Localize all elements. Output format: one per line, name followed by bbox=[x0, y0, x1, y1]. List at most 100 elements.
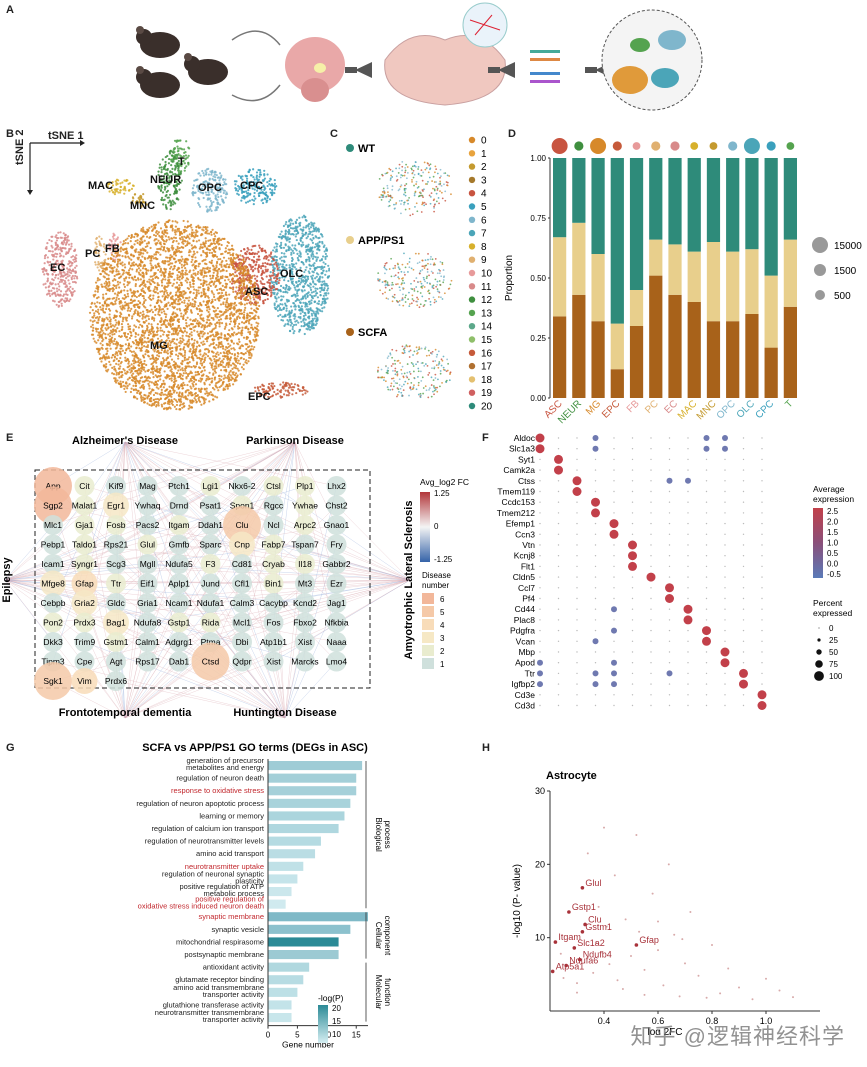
gene-node bbox=[43, 534, 63, 555]
dotplot-dot bbox=[554, 465, 563, 475]
gene-label: Rps21 bbox=[104, 540, 129, 550]
percent-legend-label-0: 0 bbox=[829, 624, 834, 633]
proportion-ytick-1: 0.25 bbox=[530, 334, 546, 343]
volcano-bg-point bbox=[651, 892, 654, 895]
gene-node bbox=[106, 593, 126, 613]
dotplot-dot bbox=[720, 658, 730, 668]
gene-node bbox=[43, 554, 63, 574]
cluster-legend-label-4: 4 bbox=[481, 189, 487, 200]
gene-label: Ptma bbox=[201, 637, 221, 647]
disease-legend-swatch-4 bbox=[422, 619, 434, 630]
gene-label: Marcks bbox=[291, 657, 318, 667]
proportion-bar-T-WT bbox=[783, 158, 797, 240]
gene-label: Jag1 bbox=[327, 598, 346, 608]
disease-legend-label-6: 6 bbox=[440, 595, 445, 604]
gene-label: Kif9 bbox=[109, 481, 124, 491]
gene-label: Mag bbox=[139, 481, 156, 491]
proportion-ytick-0: 0.00 bbox=[530, 394, 546, 403]
gene-node bbox=[74, 651, 95, 672]
cluster-legend-dot-0 bbox=[468, 136, 476, 144]
proportion-bar-MAC-SCFA bbox=[687, 302, 701, 398]
expression-tick-6: -0.5 bbox=[827, 570, 841, 579]
size-legend-label-2: 500 bbox=[834, 291, 851, 302]
dotplot-dot bbox=[757, 701, 767, 710]
gene-node bbox=[326, 593, 347, 613]
gene-label: Cpe bbox=[77, 657, 93, 667]
go-bar bbox=[268, 761, 363, 771]
gene-label: Fbxo2 bbox=[293, 618, 317, 628]
proportion-bar-OLC-APP-PS1 bbox=[745, 249, 759, 314]
gene-node bbox=[74, 515, 95, 535]
group-marker-1 bbox=[346, 236, 354, 244]
go-bar bbox=[268, 786, 357, 796]
disease-als: Amyotrophic Lateral Sclerosis bbox=[403, 501, 415, 660]
go-term-label-2: plasticity bbox=[235, 876, 264, 885]
cluster-legend-label-18: 18 bbox=[481, 375, 493, 386]
brain-slice-illustration bbox=[384, 2, 508, 106]
dotplot-dot bbox=[702, 626, 711, 636]
gene-label: Glul bbox=[140, 540, 155, 550]
go-bar bbox=[268, 798, 351, 808]
expression-legend-bar bbox=[813, 508, 823, 578]
panel-label-d: D bbox=[508, 128, 516, 140]
go-term-label: amino acid transmembrane bbox=[173, 983, 264, 992]
proportion-size-dot-FB bbox=[632, 142, 641, 150]
volcano-ytick-0: 10 bbox=[535, 933, 545, 943]
volcano-bg-point bbox=[678, 995, 681, 998]
gene-node bbox=[106, 554, 126, 574]
gene-node bbox=[295, 515, 315, 535]
gene-label: Ctsl bbox=[266, 481, 281, 491]
dotplot-dot bbox=[537, 681, 543, 688]
gene-label: Gmfb bbox=[169, 540, 190, 550]
volcano-bg-point bbox=[605, 925, 608, 928]
gene-node bbox=[106, 534, 126, 555]
dotplot-dot bbox=[535, 433, 545, 443]
volcano-label-Itgam: Itgam bbox=[558, 932, 581, 942]
go-term-label: regulation of neuron death bbox=[176, 774, 264, 783]
gene-node bbox=[43, 632, 63, 652]
gene-label: Mlc1 bbox=[44, 520, 62, 530]
gene-node bbox=[295, 612, 315, 633]
dotplot-gene-Cd3d: Cd3d bbox=[515, 701, 536, 711]
proportion-size-dot-NEUR bbox=[574, 141, 584, 151]
tsne-label-cpc: CPC bbox=[240, 180, 263, 192]
proportion-xtick-EPC: EPC bbox=[600, 398, 622, 420]
gene-label: Cebpb bbox=[40, 598, 65, 608]
volcano-label-Ndufb4: Ndufb4 bbox=[583, 950, 612, 960]
dotplot-dot bbox=[703, 445, 710, 452]
gene-node bbox=[106, 515, 126, 535]
dotplot-dot bbox=[628, 551, 637, 561]
percent-legend-title: Percent bbox=[813, 598, 843, 608]
gene-node bbox=[232, 612, 252, 633]
gene-node bbox=[137, 651, 158, 672]
go-legend-tick-2: 10 bbox=[332, 1030, 341, 1039]
gene-label: Dkk3 bbox=[43, 637, 63, 647]
gene-node bbox=[295, 554, 315, 574]
gene-node bbox=[43, 515, 63, 535]
dotplot-dot bbox=[611, 681, 617, 688]
volcano-xtick-1: 0.6 bbox=[652, 1016, 665, 1026]
cluster-legend-dot-13 bbox=[468, 309, 476, 317]
expression-tick-2: 1.5 bbox=[827, 528, 839, 537]
dotplot-dot bbox=[611, 627, 617, 634]
gene-node bbox=[34, 486, 72, 525]
cluster-legend-dot-11 bbox=[468, 283, 476, 290]
gene-node bbox=[232, 632, 252, 652]
volcano-bg-point bbox=[681, 938, 684, 941]
gene-label: Gstm1 bbox=[103, 637, 128, 647]
proportion-bar-MG-APP-PS1 bbox=[591, 254, 605, 322]
cluster-legend-label-17: 17 bbox=[481, 362, 493, 373]
volcano-point-Slc1a2 bbox=[572, 946, 577, 950]
volcano-xlabel: log 2FC bbox=[647, 1027, 682, 1035]
dotplot-gene-Efemp1: Efemp1 bbox=[506, 519, 536, 529]
tsne-label-epc: EPC bbox=[248, 391, 271, 403]
gene-label: Jund bbox=[201, 579, 220, 589]
proportion-bar-ASC-WT bbox=[553, 158, 567, 238]
gene-node bbox=[106, 671, 126, 691]
dotplot-gene-Ttr: Ttr bbox=[525, 668, 536, 678]
cluster-legend-label-19: 19 bbox=[481, 388, 493, 399]
proportion-bar-OLC-SCFA bbox=[745, 314, 759, 398]
go-term-label: learning or memory bbox=[199, 811, 264, 820]
volcano-bg-point bbox=[638, 930, 641, 933]
gene-node bbox=[169, 593, 189, 613]
